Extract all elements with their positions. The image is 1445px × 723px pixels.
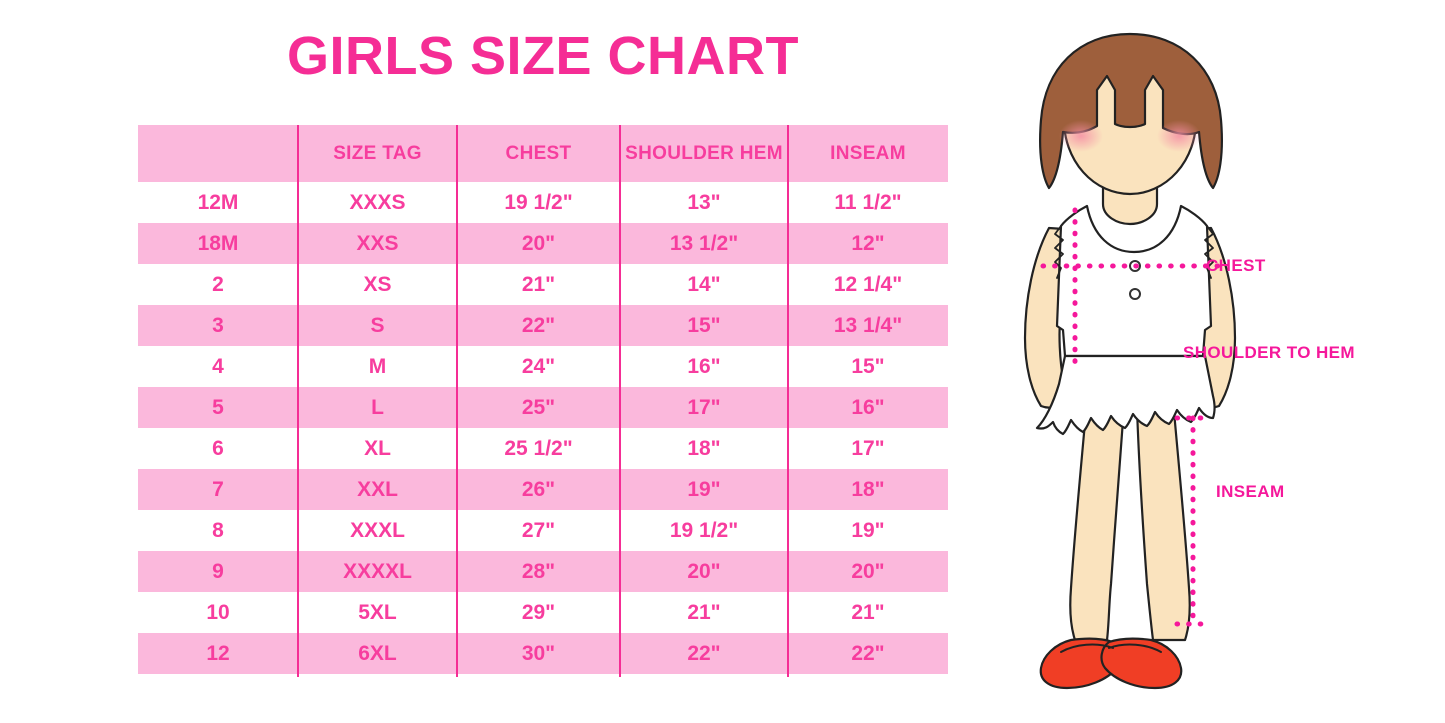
- cell-shoulder-hem: 18": [620, 428, 788, 469]
- measurement-label-inseam: INSEAM: [1216, 482, 1285, 501]
- cell-chest: 27": [457, 510, 620, 551]
- cell-inseam: 16": [788, 387, 948, 428]
- cell-size-tag: S: [298, 305, 457, 346]
- cell-size: 4: [138, 346, 298, 387]
- column-divider-1: [297, 125, 299, 677]
- cell-shoulder-hem: 20": [620, 551, 788, 592]
- cell-chest: 25": [457, 387, 620, 428]
- cell-size-tag: XXL: [298, 469, 457, 510]
- cell-inseam: 20": [788, 551, 948, 592]
- cell-chest: 19 1/2": [457, 182, 620, 223]
- cell-size-tag: L: [298, 387, 457, 428]
- cell-shoulder-hem: 17": [620, 387, 788, 428]
- cell-size: 6: [138, 428, 298, 469]
- cell-shoulder-hem: 14": [620, 264, 788, 305]
- table-row: 5 L 25" 17" 16": [138, 387, 948, 428]
- cell-inseam: 18": [788, 469, 948, 510]
- cell-chest: 30": [457, 633, 620, 674]
- cell-inseam: 15": [788, 346, 948, 387]
- cell-shoulder-hem: 16": [620, 346, 788, 387]
- cell-size-tag: XXXXL: [298, 551, 457, 592]
- table-row: 12 6XL 30" 22" 22": [138, 633, 948, 674]
- column-header-size: [138, 125, 298, 182]
- cell-size: 3: [138, 305, 298, 346]
- cell-size: 18M: [138, 223, 298, 264]
- cell-size: 9: [138, 551, 298, 592]
- cell-shoulder-hem: 22": [620, 633, 788, 674]
- cell-inseam: 17": [788, 428, 948, 469]
- cell-size: 10: [138, 592, 298, 633]
- cell-chest: 28": [457, 551, 620, 592]
- cell-inseam: 21": [788, 592, 948, 633]
- cell-size-tag: M: [298, 346, 457, 387]
- cell-size-tag: XS: [298, 264, 457, 305]
- cell-shoulder-hem: 13 1/2": [620, 223, 788, 264]
- table-body: 12M XXXS 19 1/2" 13" 11 1/2" 18M XXS 20" 13 1/2"…: [138, 182, 948, 674]
- cell-inseam: 11 1/2": [788, 182, 948, 223]
- cell-size: 12M: [138, 182, 298, 223]
- column-header-chest: CHEST: [457, 125, 620, 182]
- cell-size: 2: [138, 264, 298, 305]
- table-header-row: SIZE TAG CHEST SHOULDER HEM INSEAM: [138, 125, 948, 182]
- cell-chest: 22": [457, 305, 620, 346]
- cell-shoulder-hem: 13": [620, 182, 788, 223]
- cell-chest: 25 1/2": [457, 428, 620, 469]
- column-header-shoulder-hem: SHOULDER HEM: [620, 125, 788, 182]
- measurement-label-shoulder-to-hem: SHOULDER TO HEM: [1183, 343, 1355, 362]
- table-row: 6 XL 25 1/2" 18" 17": [138, 428, 948, 469]
- table-row: 10 5XL 29" 21" 21": [138, 592, 948, 633]
- column-header-inseam: INSEAM: [788, 125, 948, 182]
- column-divider-4: [787, 125, 789, 677]
- column-header-size-tag: SIZE TAG: [298, 125, 457, 182]
- cell-inseam: 12": [788, 223, 948, 264]
- cell-inseam: 19": [788, 510, 948, 551]
- girl-figure-illustration: [975, 28, 1445, 698]
- page-title: GIRLS SIZE CHART: [286, 26, 799, 86]
- cell-size: 8: [138, 510, 298, 551]
- cell-size-tag: XL: [298, 428, 457, 469]
- cell-chest: 24": [457, 346, 620, 387]
- table-row: 8 XXXL 27" 19 1/2" 19": [138, 510, 948, 551]
- table-row: 9 XXXXL 28" 20" 20": [138, 551, 948, 592]
- cell-size-tag: XXS: [298, 223, 457, 264]
- table-row: 7 XXL 26" 19" 18": [138, 469, 948, 510]
- cell-chest: 29": [457, 592, 620, 633]
- cell-chest: 20": [457, 223, 620, 264]
- cell-size-tag: 5XL: [298, 592, 457, 633]
- measurement-label-chest: CHEST: [1206, 256, 1266, 275]
- cell-size-tag: 6XL: [298, 633, 457, 674]
- column-divider-3: [619, 125, 621, 677]
- cell-shoulder-hem: 19": [620, 469, 788, 510]
- table-row: 18M XXS 20" 13 1/2" 12": [138, 223, 948, 264]
- column-divider-2: [456, 125, 458, 677]
- cell-inseam: 13 1/4": [788, 305, 948, 346]
- cell-size: 12: [138, 633, 298, 674]
- cell-shoulder-hem: 21": [620, 592, 788, 633]
- cell-size-tag: XXXL: [298, 510, 457, 551]
- table-row: 4 M 24" 16" 15": [138, 346, 948, 387]
- size-chart-table: SIZE TAG CHEST SHOULDER HEM INSEAM 12M XX…: [138, 125, 948, 674]
- cell-inseam: 22": [788, 633, 948, 674]
- cell-shoulder-hem: 15": [620, 305, 788, 346]
- table-row: 2 XS 21" 14" 12 1/4": [138, 264, 948, 305]
- table-row: 3 S 22" 15" 13 1/4": [138, 305, 948, 346]
- cell-size: 7: [138, 469, 298, 510]
- cell-chest: 26": [457, 469, 620, 510]
- cell-inseam: 12 1/4": [788, 264, 948, 305]
- cell-chest: 21": [457, 264, 620, 305]
- cell-size-tag: XXXS: [298, 182, 457, 223]
- cell-shoulder-hem: 19 1/2": [620, 510, 788, 551]
- cell-size: 5: [138, 387, 298, 428]
- table-row: 12M XXXS 19 1/2" 13" 11 1/2": [138, 182, 948, 223]
